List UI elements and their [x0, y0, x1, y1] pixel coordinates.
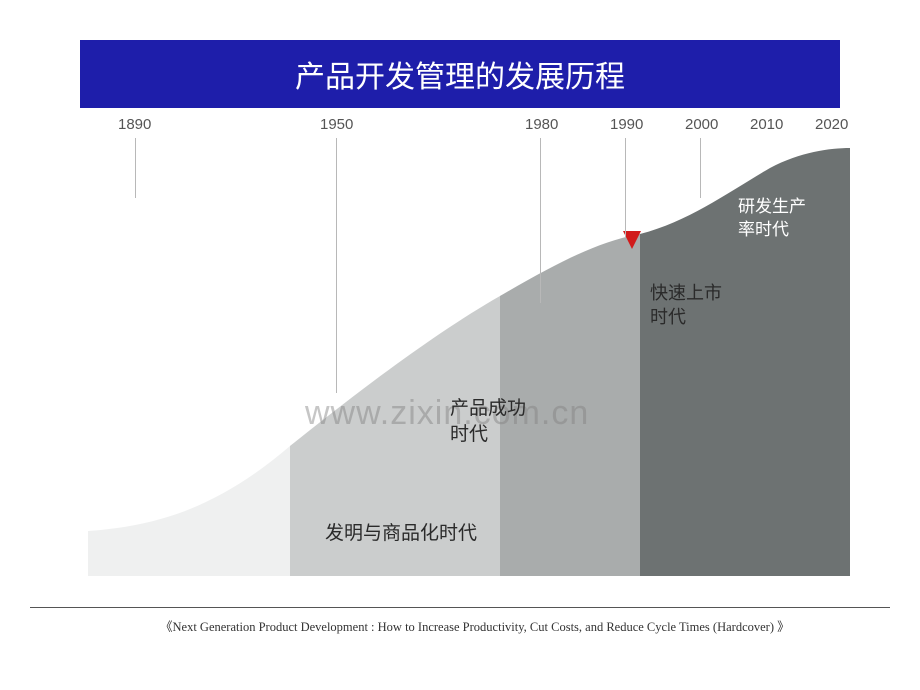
year-label: 1980 — [525, 116, 558, 133]
year-label: 1990 — [610, 116, 643, 133]
year-label: 1950 — [320, 116, 353, 133]
divider — [30, 607, 890, 608]
grid-line — [135, 138, 136, 198]
footnote: 《Next Generation Product Development : H… — [160, 616, 790, 635]
year-label: 2010 — [750, 116, 783, 133]
grid-line — [700, 138, 701, 198]
grid-line — [540, 138, 541, 303]
grid-line — [336, 138, 337, 393]
page-title: 产品开发管理的发展历程 — [295, 52, 625, 96]
grid-line — [625, 138, 626, 238]
year-label: 2000 — [685, 116, 718, 133]
era-fast-launch-label: 快速上市时代 — [650, 281, 722, 330]
era-product-success-label: 产品成功时代 — [450, 396, 526, 447]
era-rd-productivity-label: 研发生产率时代 — [738, 196, 806, 242]
waves-svg — [70, 136, 850, 576]
year-label: 2020 — [815, 116, 848, 133]
title-bar: 产品开发管理的发展历程 — [80, 40, 840, 108]
chart-area: www.zixin.com.cn 18901950198019902000201… — [70, 116, 850, 576]
slide: 产品开发管理的发展历程 www.zixin.com.cn 18901950198… — [0, 0, 920, 690]
era-invention-label: 发明与商品化时代 — [325, 521, 477, 547]
year-label: 1890 — [118, 116, 151, 133]
